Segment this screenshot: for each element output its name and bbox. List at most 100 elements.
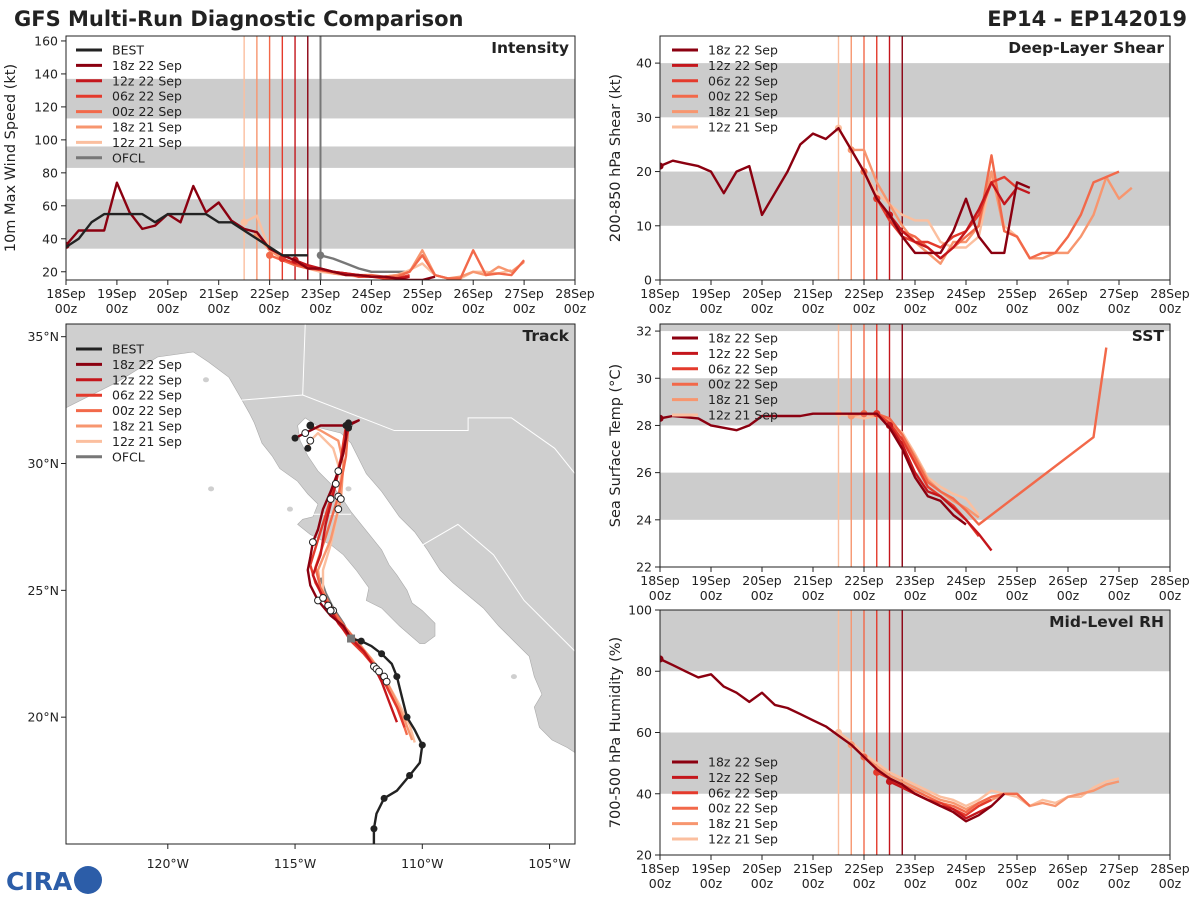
x-tick-day: 23Sep: [895, 861, 935, 876]
shaded-band: [660, 171, 1170, 226]
legend-label: OFCL: [112, 150, 145, 165]
panel-title: Intensity: [491, 39, 569, 57]
series-line-00z-22-sep: [862, 154, 1120, 260]
track-open-marker: [319, 594, 327, 602]
legend-label: 12z 21 Sep: [708, 120, 778, 135]
x-tick-hour: 00z: [700, 588, 723, 603]
y-tick-label: 22: [636, 560, 652, 575]
shaded-band: [660, 324, 1170, 332]
rh-panel: 2040608010018Sep00z19Sep00z20Sep00z21Sep…: [608, 603, 1190, 892]
x-tick-hour: 00z: [411, 301, 434, 316]
y-tick-label: 40: [42, 231, 58, 246]
x-tick-hour: 00z: [564, 301, 587, 316]
y-tick-label: 35°N: [27, 329, 59, 344]
legend-label: 00z 22 Sep: [112, 403, 182, 418]
x-tick-day: 20Sep: [742, 861, 782, 876]
track-open-marker: [331, 479, 340, 488]
island: [510, 674, 517, 680]
land-mass: [66, 324, 575, 754]
legend-label: 00z 22 Sep: [708, 801, 778, 816]
legend-label: 00z 22 Sep: [708, 377, 778, 392]
legend-label: 00z 22 Sep: [708, 89, 778, 104]
island: [345, 486, 352, 492]
legend-label: 12z 21 Sep: [708, 408, 778, 423]
legend-label: 12z 21 Sep: [708, 832, 778, 847]
legend-label: BEST: [112, 43, 144, 58]
x-tick-day: 19Sep: [691, 286, 731, 301]
legend-label: 18z 21 Sep: [112, 419, 182, 434]
x-tick-day: 18Sep: [640, 286, 680, 301]
x-tick-day: 20Sep: [742, 286, 782, 301]
x-tick-hour: 00z: [904, 876, 927, 891]
x-tick-hour: 00z: [1108, 876, 1131, 891]
series-line-18z-22-sep: [66, 181, 436, 280]
x-tick-hour: 00z: [258, 301, 281, 316]
ofcl-marker: [316, 251, 325, 260]
sst-panel: 22242628303218Sep00z19Sep00z20Sep00z21Se…: [608, 323, 1190, 603]
panel-title: SST: [1132, 327, 1165, 345]
legend-label: 06z 22 Sep: [112, 89, 182, 104]
legend-label: OFCL: [112, 449, 145, 464]
series-group: [66, 181, 526, 280]
y-tick-label: 10: [636, 218, 652, 233]
series-line-18z-22-sep: [660, 412, 967, 526]
panel-title: Deep-Layer Shear: [1008, 39, 1164, 57]
y-tick-label: 25°N: [27, 583, 59, 598]
panel-title: Mid-Level RH: [1049, 613, 1164, 631]
series-line-12z-22-sep: [888, 424, 993, 552]
x-tick-hour: 00z: [649, 301, 672, 316]
y-axis-label: 700-500 hPa Humidity (%): [608, 637, 624, 828]
country-border: [241, 394, 575, 474]
shaded-band: [660, 472, 1170, 520]
x-tick-hour: 00z: [751, 876, 774, 891]
y-tick-label: 40: [636, 56, 652, 71]
x-tick-day: 26Sep: [453, 286, 493, 301]
shaded-band: [660, 63, 1170, 118]
x-tick-hour: 00z: [106, 301, 129, 316]
legend-label: 18z 22 Sep: [112, 58, 182, 73]
x-tick-day: 20Sep: [742, 573, 782, 588]
logo-globe-icon: [74, 866, 102, 894]
y-axis-label: 10m Max Wind Speed (kt): [3, 64, 19, 252]
x-tick-hour: 00z: [513, 301, 536, 316]
x-tick-label: 115°W: [274, 856, 316, 871]
y-tick-label: 24: [636, 512, 652, 527]
x-tick-day: 27Sep: [504, 286, 544, 301]
storm-id: EP14 - EP142019: [987, 7, 1187, 31]
best-track-marker: [357, 637, 365, 645]
best-track-marker: [403, 713, 411, 721]
x-tick-day: 24Sep: [352, 286, 392, 301]
legend-label: 12z 22 Sep: [112, 372, 182, 387]
series-group: [660, 655, 1120, 823]
series-line-06z-22-sep: [876, 771, 993, 817]
x-tick-hour: 00z: [955, 876, 978, 891]
x-tick-hour: 00z: [904, 301, 927, 316]
x-tick-hour: 00z: [955, 588, 978, 603]
x-tick-hour: 00z: [751, 588, 774, 603]
x-tick-hour: 00z: [955, 301, 978, 316]
series-init-marker-18z-22-sep: [660, 162, 664, 170]
axes-frame: [65, 323, 576, 845]
x-tick-day: 22Sep: [844, 861, 884, 876]
x-tick-day: 19Sep: [691, 573, 731, 588]
series-group: [660, 347, 1108, 552]
cira-logo: CIRA: [6, 866, 102, 896]
legend-label: 12z 21 Sep: [112, 135, 182, 150]
series-line-ofcl: [320, 254, 410, 273]
island: [208, 486, 215, 492]
y-tick-label: 60: [42, 198, 58, 213]
x-tick-day: 27Sep: [1099, 286, 1139, 301]
y-axis-label: Sea Surface Temp (°C): [608, 364, 624, 527]
shaded-band: [660, 378, 1170, 426]
x-tick-hour: 00z: [1108, 301, 1131, 316]
x-tick-hour: 00z: [853, 301, 876, 316]
x-tick-day: 22Sep: [844, 286, 884, 301]
x-tick-day: 21Sep: [199, 286, 239, 301]
series-line-12z-21-sep: [838, 412, 980, 516]
track-open-marker: [336, 495, 345, 503]
x-tick-day: 28Sep: [1150, 573, 1190, 588]
y-tick-label: 30: [636, 110, 652, 125]
